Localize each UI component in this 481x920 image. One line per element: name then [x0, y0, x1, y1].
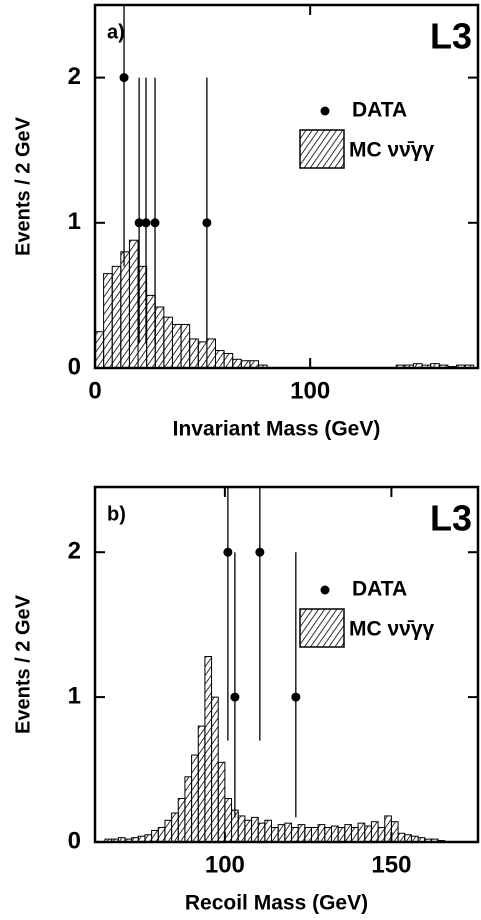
histogram-bar: [171, 812, 179, 842]
histogram-bar: [189, 338, 199, 368]
legend-label: DATA: [352, 99, 407, 122]
experiment-logo: L3: [430, 16, 472, 57]
panel-label: b): [107, 503, 126, 525]
histogram-bar: [191, 754, 199, 842]
histogram-bar: [146, 294, 156, 368]
histogram-bar: [257, 822, 266, 842]
histogram-bar: [120, 251, 130, 368]
x-tick-label: 100: [290, 377, 330, 404]
histogram-bar: [128, 239, 139, 368]
histogram-bar: [290, 827, 299, 842]
histogram-bar: [357, 822, 366, 842]
histogram-bar: [330, 825, 339, 842]
x-tick-label: 100: [205, 851, 245, 878]
legend-label: DATA: [352, 578, 407, 601]
data-point: [134, 218, 144, 228]
y-tick-label: 1: [68, 682, 81, 709]
histogram-bar: [364, 825, 372, 842]
plot-frame: [93, 3, 480, 370]
histogram-bar: [163, 316, 173, 368]
histogram-bar: [258, 364, 268, 368]
data-point: [150, 218, 160, 228]
legend-label: MC νν̄γγ: [349, 618, 435, 641]
data-point: [119, 73, 129, 83]
legend-swatch: [299, 608, 345, 648]
histogram-bar: [232, 358, 242, 368]
histogram-bar: [277, 824, 286, 842]
histogram-bar: [251, 816, 259, 842]
data-point: [141, 218, 151, 228]
x-axis-label: Invariant Mass (GeV): [173, 418, 381, 441]
histogram-bar: [177, 798, 186, 842]
legend-label: MC νν̄γγ: [349, 139, 435, 162]
experiment-logo: L3: [430, 498, 472, 539]
histogram-bar: [204, 656, 213, 842]
panel-label: a): [107, 21, 125, 43]
histogram-bar: [464, 364, 475, 368]
histogram-bar: [350, 827, 359, 842]
histogram-bar: [111, 265, 122, 368]
histogram-bar: [103, 273, 113, 368]
y-axis-label: Events / 2 GeV: [12, 116, 34, 256]
y-tick-label: 2: [68, 63, 81, 90]
histogram-bar: [171, 323, 182, 368]
data-point: [255, 547, 265, 557]
data-point: [223, 547, 233, 557]
histogram-bar: [164, 819, 173, 842]
histogram-bar: [237, 815, 246, 842]
histogram-bar: [297, 824, 306, 842]
histogram-bar: [244, 819, 253, 842]
histogram-bar: [211, 696, 219, 842]
histogram-bar: [264, 819, 273, 842]
histogram-bar: [184, 776, 193, 842]
histogram-bar: [206, 338, 216, 368]
plot-area: [95, 5, 475, 368]
histogram-bar: [310, 827, 319, 842]
histogram-bar: [370, 821, 379, 842]
legend-marker: [320, 585, 330, 595]
histogram-bar: [271, 827, 279, 842]
histogram-bar: [223, 352, 234, 368]
y-axis-label: Events / 2 GeV: [12, 594, 34, 734]
histogram-bar: [217, 761, 226, 842]
histogram-bar: [284, 822, 292, 842]
histogram-bar: [397, 832, 406, 842]
histogram-bar: [390, 821, 399, 842]
histogram-bar: [197, 341, 208, 368]
histogram-bar: [151, 829, 159, 842]
histogram-bar: [214, 350, 225, 368]
histogram-bar: [197, 725, 206, 842]
plot-area: [104, 487, 446, 842]
histogram-bar: [337, 827, 346, 842]
histogram-bar: [95, 331, 105, 368]
y-tick-label: 0: [68, 353, 81, 380]
histogram-bar: [180, 323, 191, 368]
histogram-bar: [157, 827, 166, 842]
y-tick-label: 2: [68, 538, 81, 565]
histogram-bar: [304, 827, 312, 842]
plot-frame: [93, 485, 480, 844]
data-point: [291, 692, 301, 702]
histogram-bar: [154, 306, 165, 368]
y-tick-label: 1: [68, 208, 81, 235]
histogram-bar: [377, 827, 386, 842]
data-point: [230, 692, 240, 702]
legend-swatch: [299, 129, 345, 169]
legend-marker: [320, 106, 330, 116]
x-axis-label: Recoil Mass (GeV): [185, 892, 368, 915]
data-point: [202, 218, 212, 228]
y-tick-label: 0: [68, 827, 81, 854]
histogram-bar: [344, 824, 352, 842]
x-tick-label: 150: [371, 851, 411, 878]
histogram-bar: [317, 824, 326, 842]
x-tick-label: 0: [88, 377, 101, 404]
histogram-bar: [324, 827, 332, 842]
